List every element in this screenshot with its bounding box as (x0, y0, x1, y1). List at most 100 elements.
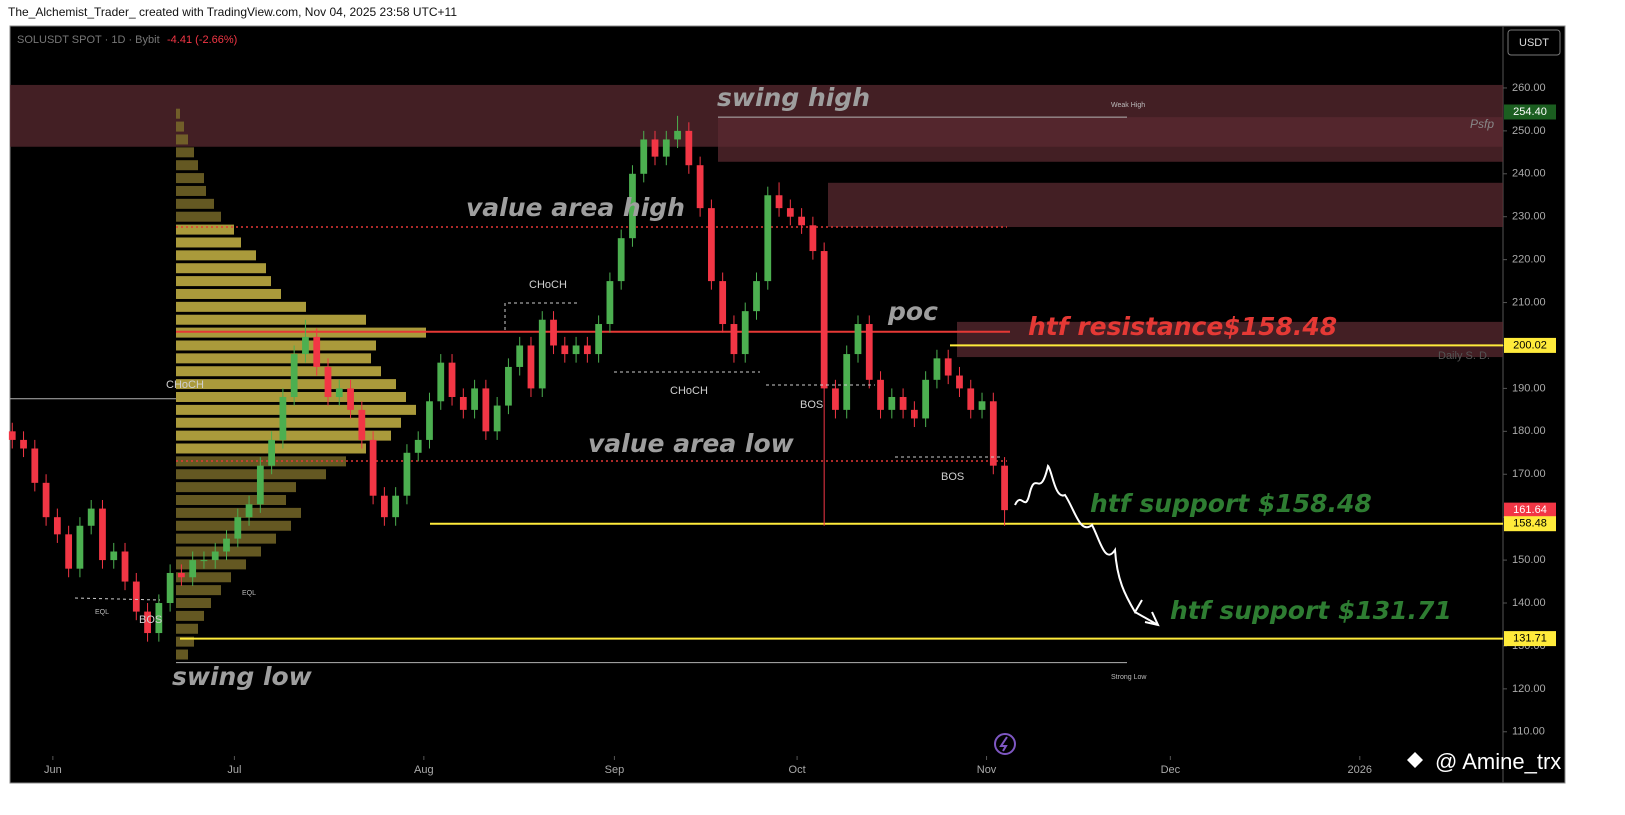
candle-body (956, 375, 963, 389)
y-tick-label: 210.00 (1512, 296, 1546, 308)
candle-body (719, 281, 727, 325)
volume-bar (176, 469, 326, 480)
annotation: Strong Low (1111, 674, 1147, 681)
currency-box[interactable] (1507, 29, 1561, 56)
candle-body (550, 319, 557, 346)
candle-body (753, 281, 760, 312)
y-tick-label: 150.00 (1512, 554, 1546, 566)
candle-body (944, 358, 952, 376)
layers: 110.00120.00130.00140.00150.00160.00170.… (8, 82, 1556, 776)
candle-body (595, 324, 603, 355)
volume-bar (176, 520, 291, 531)
candle-body (211, 551, 219, 561)
y-tick-label: 220.00 (1512, 254, 1546, 266)
y-tick-label: 110.00 (1512, 726, 1545, 738)
volume-bar (176, 134, 188, 145)
y-tick-label: 230.00 (1512, 211, 1546, 223)
candle-body (505, 366, 512, 406)
volume-bar (176, 623, 198, 634)
volume-bar (176, 417, 401, 428)
candle-body (234, 517, 242, 539)
x-tick-label: Nov (977, 764, 997, 776)
structure-line (504, 302, 580, 330)
volume-bar (176, 353, 371, 364)
volume-bar (176, 482, 296, 493)
volume-bar (176, 495, 286, 506)
annotation: poc (887, 297, 938, 326)
x-tick-label: Dec (1161, 764, 1181, 776)
volume-bar (176, 610, 204, 621)
volume-bar (176, 173, 204, 184)
volume-bar (176, 404, 416, 415)
candle-body (640, 139, 648, 174)
candle-body (674, 130, 681, 140)
candle-body (561, 345, 569, 355)
price-label-box (1504, 516, 1556, 532)
y-tick-label: 260.00 (1512, 82, 1546, 94)
candle-body (87, 508, 95, 526)
x-tick-label: Jul (227, 764, 241, 776)
candle-body (200, 560, 208, 562)
candle-body (347, 388, 354, 410)
candle-body (538, 319, 546, 389)
volume-bar (176, 572, 231, 583)
annotation: Weak High (1111, 102, 1145, 109)
candle-body (888, 396, 896, 410)
price-label: 131.71 (1513, 633, 1547, 645)
candle-body (144, 611, 151, 634)
candle-body (471, 388, 478, 410)
x-tick-label: Jun (44, 764, 62, 776)
candle-body (933, 358, 941, 380)
currency[interactable]: USDT (1519, 37, 1549, 49)
candle-body (403, 452, 411, 496)
volume-bar (176, 649, 188, 660)
annotation: value area high (466, 193, 685, 222)
watermark-logo (1407, 752, 1423, 768)
volume-bar (176, 108, 180, 119)
supply-zone (957, 321, 1503, 358)
candle-body (279, 396, 287, 440)
candle-body (268, 439, 275, 466)
candle-body (121, 551, 129, 582)
annotation: value area low (588, 429, 795, 458)
structure-lines (74, 302, 1000, 601)
volume-bar (176, 198, 214, 209)
annotation: BOS (139, 614, 162, 626)
candle-body (313, 336, 321, 367)
candle-body (843, 354, 851, 410)
annotation: EQL (95, 609, 109, 616)
candle-body (832, 388, 839, 410)
candle-body (8, 431, 16, 440)
alert-icon[interactable] (994, 733, 1016, 755)
candle-body (696, 165, 704, 209)
change: -4.41 (-2.66%) (167, 34, 237, 46)
price-label: 158.48 (1513, 518, 1547, 530)
candle-body (809, 225, 817, 252)
candle-body (31, 448, 39, 483)
volume-bar (176, 507, 301, 518)
annotation: Daily S. D. (1438, 350, 1490, 362)
candle-body (245, 504, 253, 518)
candle-body (741, 311, 749, 355)
candle-body (414, 439, 422, 453)
volume-bar (176, 366, 381, 377)
x-tick-label: Aug (414, 764, 434, 776)
y-tick-label: 240.00 (1512, 168, 1546, 180)
candle-body (20, 439, 27, 449)
volume-bar (176, 636, 194, 647)
candle-body (132, 581, 140, 612)
candle-body (685, 130, 693, 166)
volume-bar (176, 237, 241, 248)
volume-bar (176, 185, 206, 196)
annotation: CHoCH (166, 379, 204, 391)
candle-body (617, 238, 625, 282)
volume-bar (176, 301, 306, 312)
candle-body (223, 538, 230, 552)
volume-bar (176, 585, 221, 596)
price-label: 200.02 (1513, 339, 1547, 351)
candle-body (877, 379, 884, 410)
y-tick-label: 180.00 (1512, 425, 1546, 437)
candle-body (516, 345, 524, 367)
candle-body (899, 396, 907, 410)
